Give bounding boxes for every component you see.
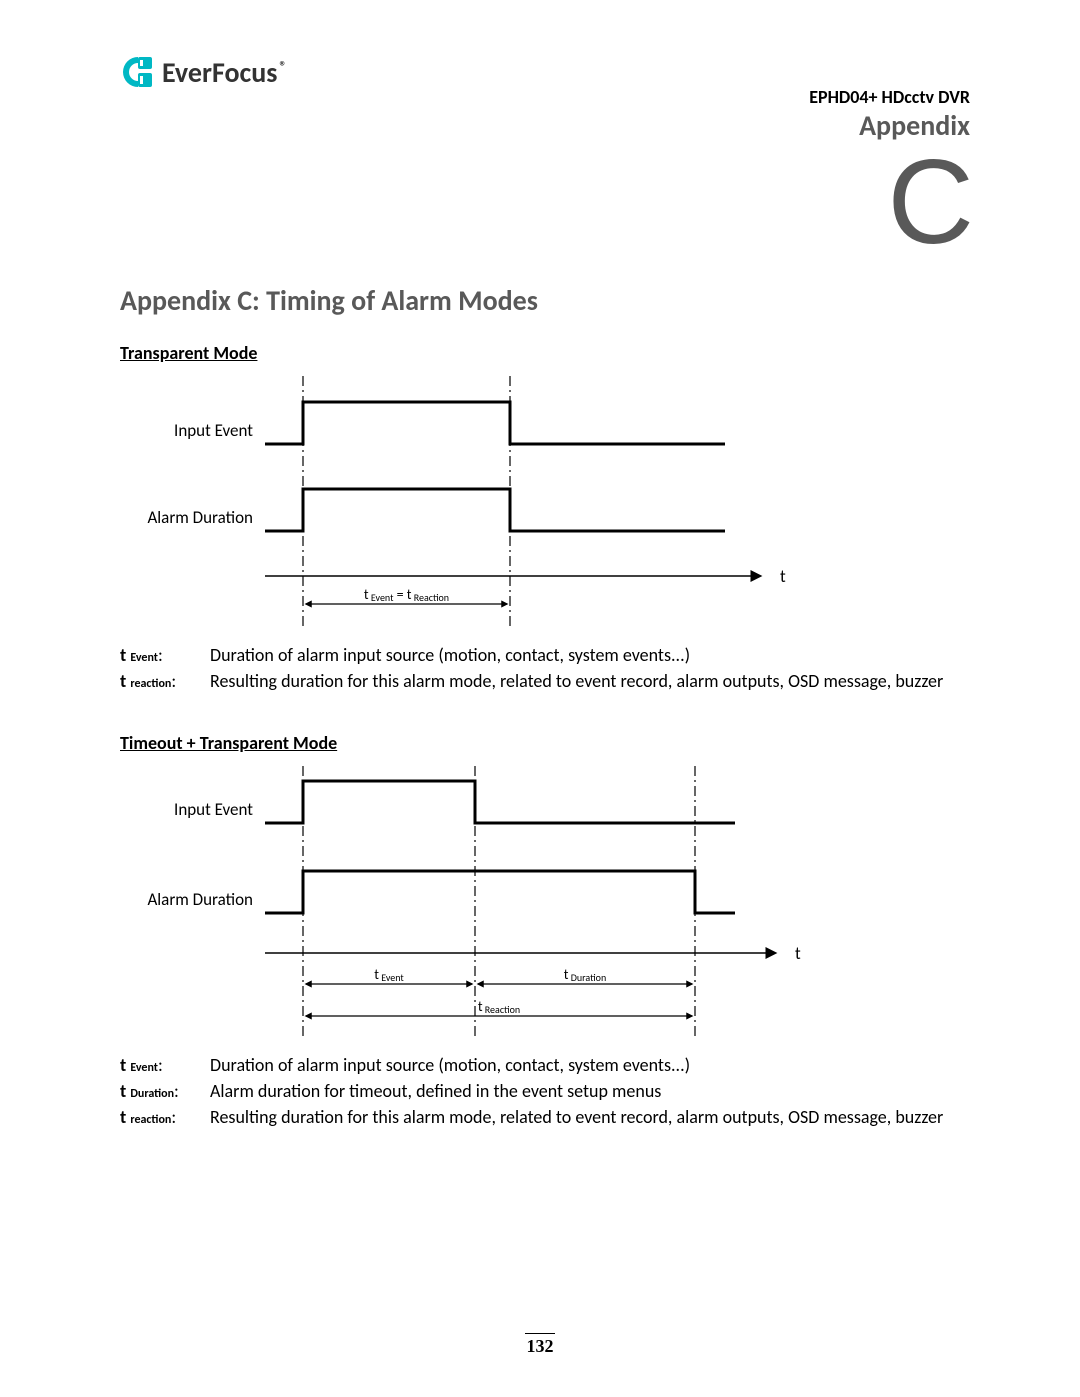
svg-text:Input Event: Input Event [174,799,253,820]
section2-diagram: Input Event Alarm Duration t t Event t Durat… [120,758,970,1043]
section2-title: Timeout + Transparent Mode [120,732,970,754]
svg-text:Input Event: Input Event [174,420,253,441]
svg-text:Alarm Duration: Alarm Duration [147,507,253,528]
page-title: Appendix C: Timing of Alarm Modes [120,283,970,318]
svg-text:t: t [795,943,801,964]
appendix-letter: C [120,151,970,253]
section2-definitions: t Event:Duration of alarm input source (… [120,1053,970,1130]
svg-text:t Duration: t Duration [564,966,606,984]
svg-text:t Event = t Reaction: t Event = t Reaction [364,586,449,604]
definition-row: t reaction:Resulting duration for this a… [120,669,970,693]
section1-title: Transparent Mode [120,342,970,364]
page-number: 132 [0,1333,1080,1357]
brand-text: EverFocus® [162,55,287,90]
svg-text:Alarm Duration: Alarm Duration [147,889,253,910]
appendix-heading: Appendix C [120,108,970,253]
svg-text:t: t [780,566,786,587]
definition-row: t Event:Duration of alarm input source (… [120,643,970,667]
header: EverFocus® EPHD04+ HDcctv DVR [120,54,970,108]
svg-text:t Event: t Event [374,966,404,984]
page: EverFocus® EPHD04+ HDcctv DVR Appendix C… [0,0,1080,1397]
logo-icon [120,54,156,90]
logo: EverFocus® [120,54,287,90]
product-label: EPHD04+ HDcctv DVR [809,86,970,108]
definition-row: t Event:Duration of alarm input source (… [120,1053,970,1077]
section1-definitions: t Event:Duration of alarm input source (… [120,643,970,694]
section1-diagram: Input Event Alarm Duration t t Event = t Re… [120,368,970,633]
appendix-label: Appendix [120,108,970,143]
definition-row: t reaction:Resulting duration for this a… [120,1105,970,1129]
svg-text:t Reaction: t Reaction [478,998,520,1016]
definition-row: t Duration:Alarm duration for timeout, d… [120,1079,970,1103]
